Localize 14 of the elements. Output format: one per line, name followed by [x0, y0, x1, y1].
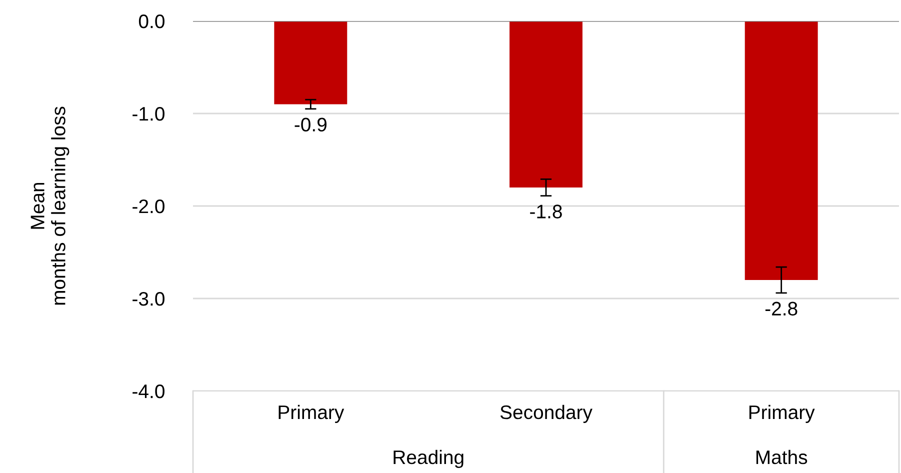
- text: Maths: [756, 450, 808, 464]
- x-tick-label: Secondary: [500, 404, 592, 424]
- data-label: -2.8: [765, 302, 798, 316]
- data-label: -1.8: [530, 204, 562, 218]
- data-label: -0.9: [294, 118, 326, 132]
- y-tick-label: -1.0: [132, 106, 164, 121]
- y-tick-label: -2.0: [132, 199, 164, 214]
- y-tick-label: 0.0: [138, 14, 164, 28]
- text: Reading: [394, 450, 464, 468]
- x-tick-label: Primary: [278, 404, 344, 424]
- y-axis-title: Mean months of learning loss: [30, 106, 70, 305]
- y-tick-label: -4.0: [132, 384, 164, 398]
- x-tick-label: Primary: [749, 404, 815, 424]
- y-tick-label: -3.0: [132, 292, 164, 306]
